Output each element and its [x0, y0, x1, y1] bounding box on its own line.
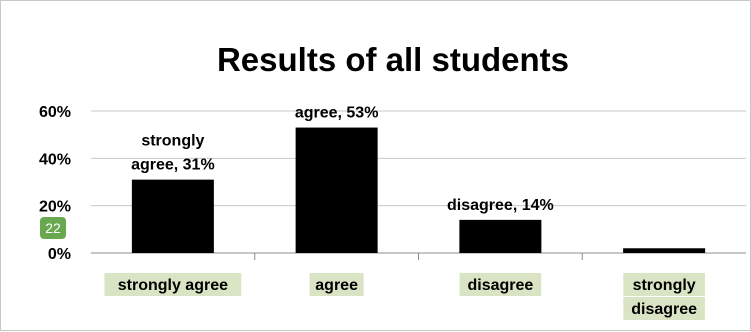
y-axis-ticks: 0% 20% 40% 60% [39, 104, 71, 263]
data-label: agree, 53% [295, 105, 379, 122]
category-highlight [459, 273, 542, 296]
category-label: agree [315, 277, 358, 294]
category-highlight [623, 273, 705, 296]
category-label: disagree [467, 277, 533, 294]
category-highlight [623, 297, 705, 320]
category-label: strongly agree [118, 277, 228, 294]
bar [295, 127, 378, 253]
y-tick-label: 20% [39, 199, 71, 216]
bar [623, 248, 706, 253]
count-badge: 22 [40, 217, 66, 239]
y-tick-label: 40% [39, 151, 71, 168]
category-label: strongly [633, 277, 696, 294]
category-highlight [309, 273, 364, 296]
y-tick-label: 0% [48, 246, 71, 263]
category-labels: strongly agree agree disagree strongly disag… [104, 273, 705, 320]
y-tick-label: 60% [39, 104, 71, 121]
bar [459, 219, 542, 253]
data-labels: strongly agree, 31% agree, 53% disagree, 14… [131, 105, 554, 214]
category-label: disagree [631, 301, 697, 318]
data-label: disagree, 14% [447, 197, 554, 214]
bars [131, 127, 706, 253]
category-highlight [104, 273, 242, 296]
data-label: agree, 31% [131, 157, 215, 174]
chart-title: Results of all students [217, 41, 569, 78]
bar [131, 179, 214, 253]
data-label: strongly [141, 133, 204, 150]
